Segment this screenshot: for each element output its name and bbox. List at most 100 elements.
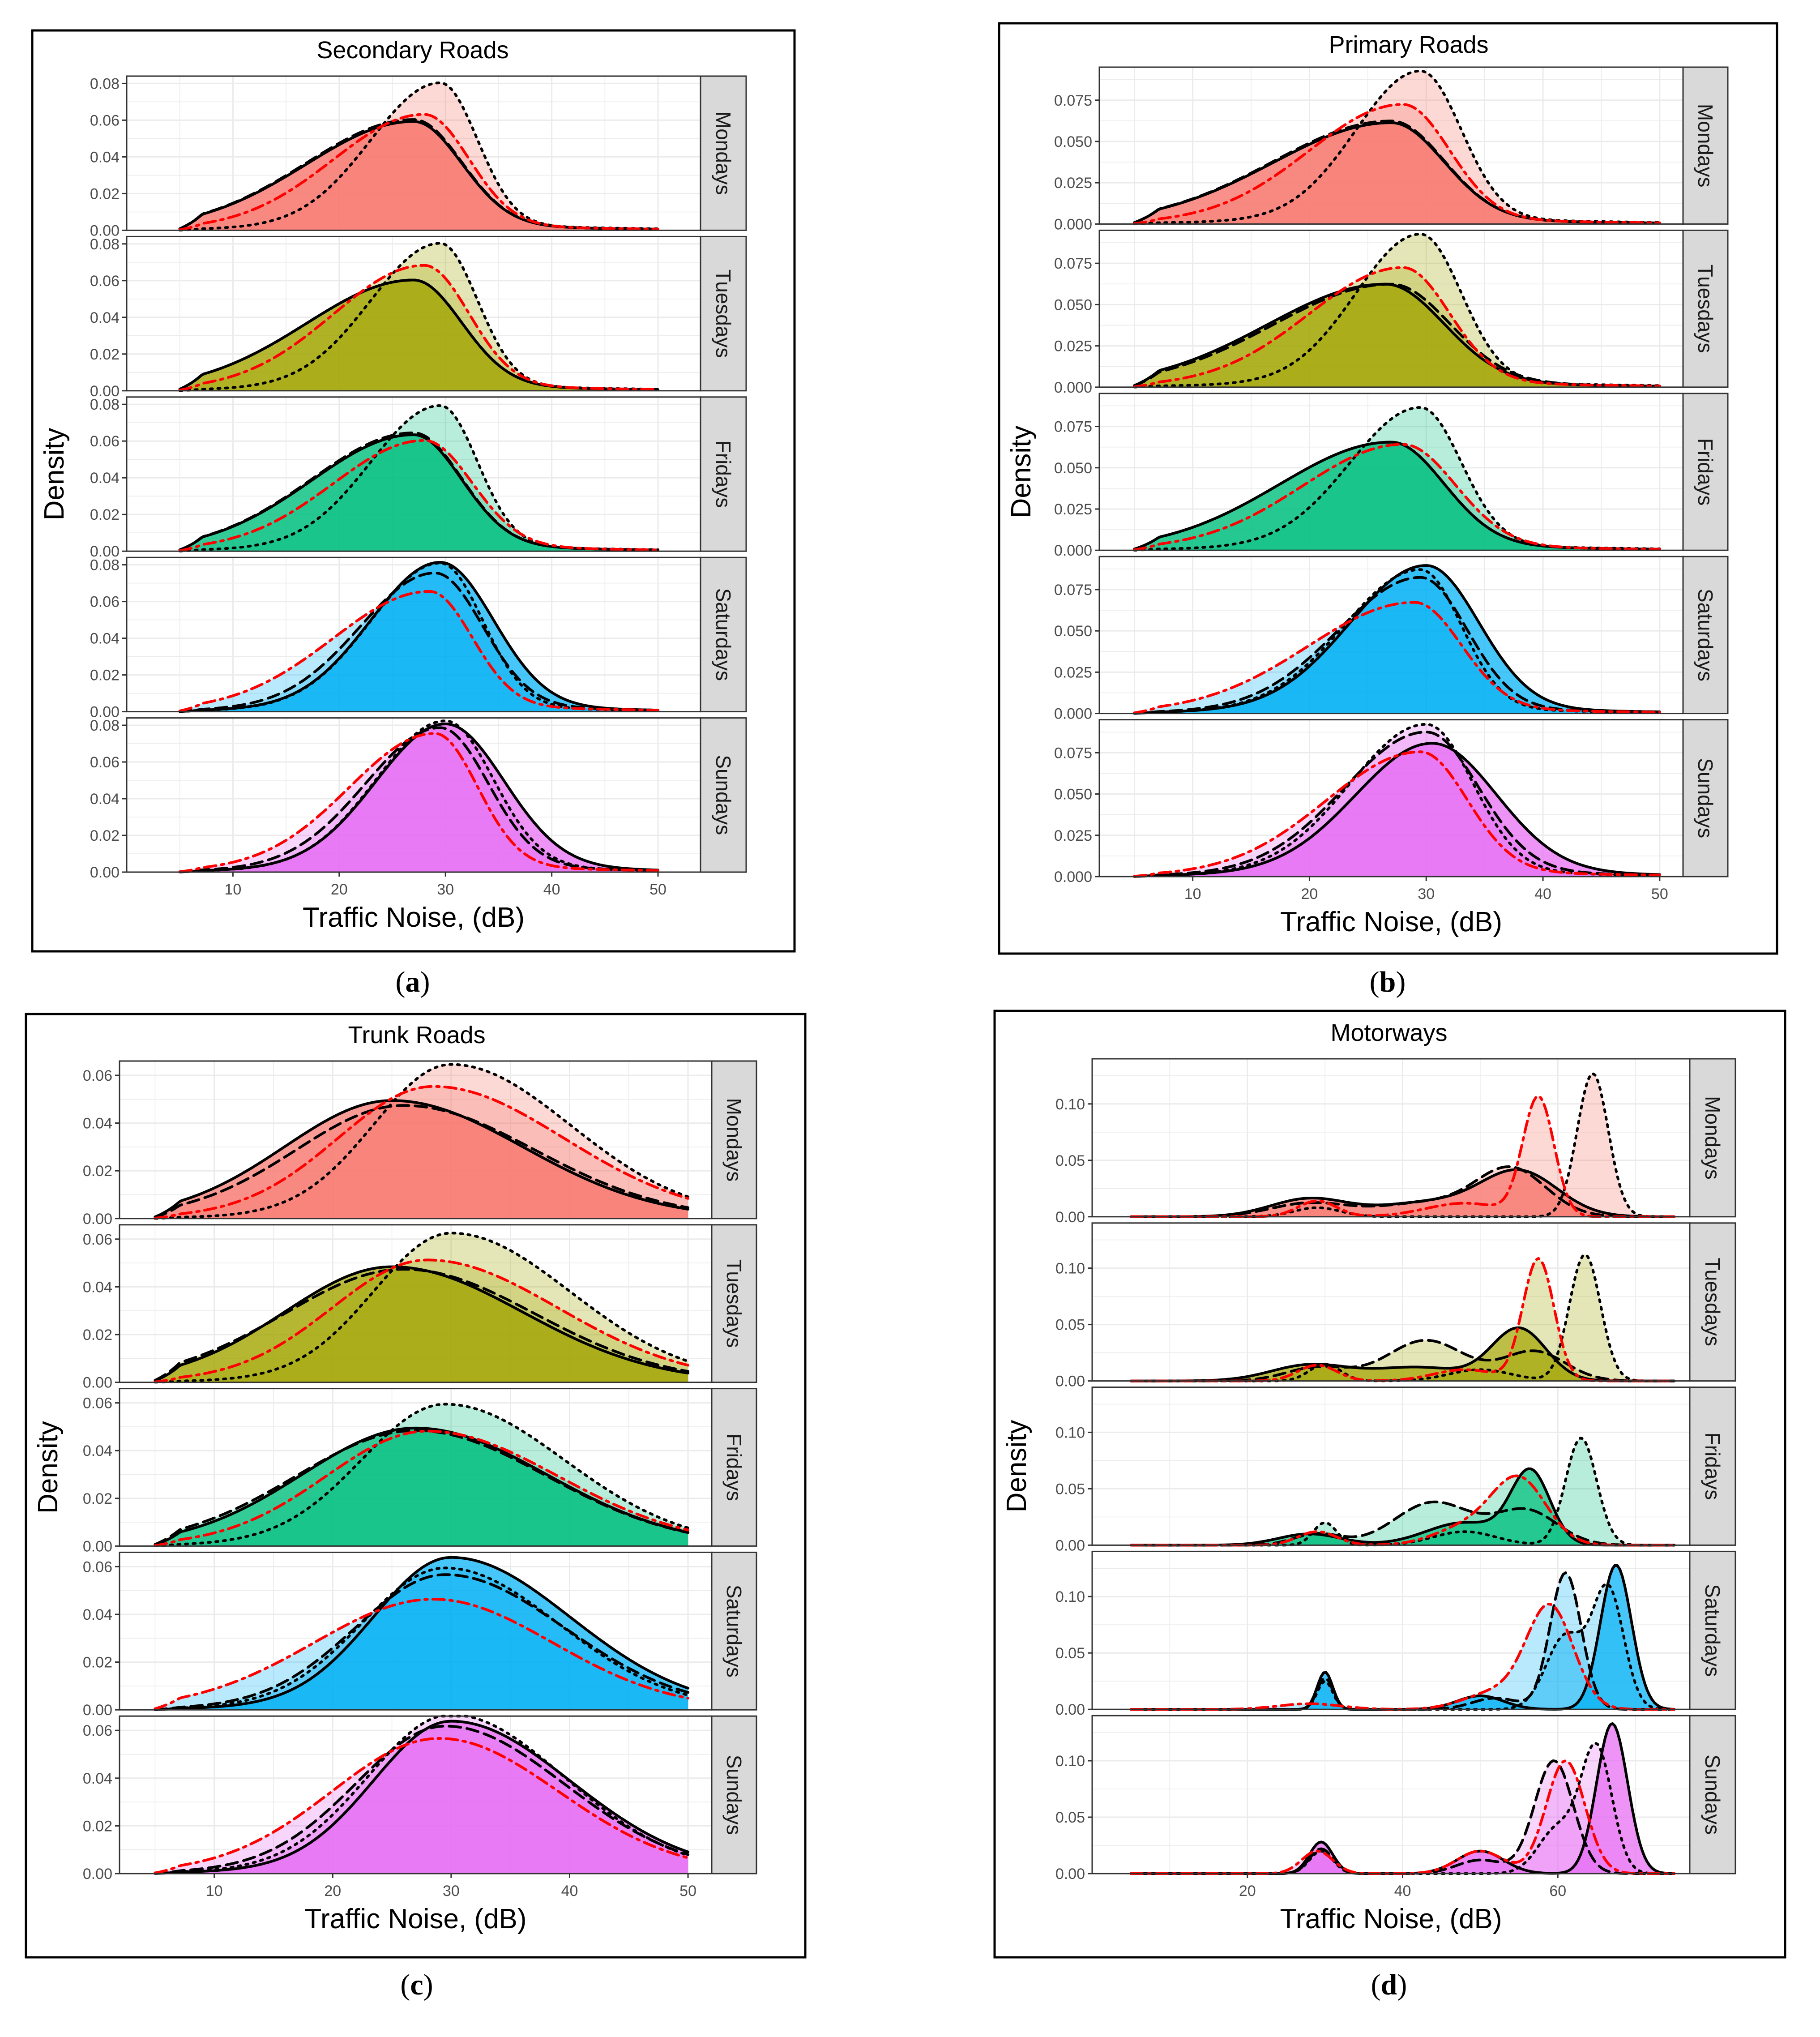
y-tick-label: 0.05 xyxy=(1055,1317,1085,1334)
y-tick-label: 0.06 xyxy=(90,273,120,290)
density-line-dotted xyxy=(1133,723,1661,878)
facet-strip-label: Mondays xyxy=(1701,1096,1724,1180)
caption-paren: ( xyxy=(1371,1969,1381,2001)
y-tick-label: 0.000 xyxy=(1054,542,1092,559)
facet-strip-label: Tuesdays xyxy=(1694,265,1717,353)
caption-paren: ( xyxy=(1370,966,1380,998)
facet-background xyxy=(1092,1223,1690,1381)
facet-background xyxy=(1092,1059,1690,1217)
density-fill-solid xyxy=(1134,743,1660,877)
facet-strip xyxy=(711,1224,757,1383)
facet-strip-label: Mondays xyxy=(722,1098,746,1182)
facet-tuesdays: 0.000 0.025 0.050 0.075 Tuesdays xyxy=(1054,229,1729,396)
y-tick-label: 0.06 xyxy=(90,754,120,771)
density-fill-dotted xyxy=(1134,407,1660,551)
density-line-dotted xyxy=(1133,406,1661,552)
facet-strip xyxy=(700,717,747,873)
y-tick-label: 0.02 xyxy=(90,827,120,844)
density-line-dashdot xyxy=(1133,750,1661,878)
density-line-dashdot xyxy=(178,732,659,873)
y-axis-title: Density xyxy=(1006,426,1037,518)
density-line-dotted xyxy=(178,719,659,873)
chart-panel-a: Secondary Roads 0.00 0.02 0.04 0.06 0.08 Monda… xyxy=(31,29,796,953)
density-fill-dashdot xyxy=(155,1738,688,1874)
x-tick-label: 40 xyxy=(561,1883,578,1900)
y-tick-label: 0.00 xyxy=(90,864,120,881)
density-line-dotted xyxy=(154,1403,690,1547)
facet-strip xyxy=(711,1060,757,1220)
y-tick-label: 0.06 xyxy=(90,594,120,611)
caption-paren: ( xyxy=(396,966,406,998)
density-fill-dashed xyxy=(179,573,658,712)
density-fill-dotted xyxy=(1131,1584,1675,1710)
density-fill-dashed xyxy=(1134,284,1660,387)
y-tick-label: 0.00 xyxy=(1055,1866,1085,1883)
caption-paren: ) xyxy=(1397,1969,1407,2001)
y-tick-label: 0.000 xyxy=(1054,706,1092,723)
density-fill-solid xyxy=(1134,565,1660,714)
y-tick-label: 0.06 xyxy=(83,1231,112,1248)
x-tick-label: 20 xyxy=(1239,1883,1256,1900)
facet-strip xyxy=(1689,1222,1736,1382)
y-tick-label: 0.00 xyxy=(1055,1209,1085,1226)
chart-title: Secondary Roads xyxy=(316,37,508,64)
facet-sundays: 0.00 0.02 0.04 0.06 0.08 Sundays xyxy=(90,717,747,881)
y-tick-label: 0.02 xyxy=(90,506,120,523)
y-tick-label: 0.10 xyxy=(1055,1753,1085,1770)
density-fill-dotted xyxy=(155,1064,688,1219)
y-tick-label: 0.000 xyxy=(1054,216,1092,233)
facet-strip-label: Saturdays xyxy=(1694,589,1717,681)
facet-background xyxy=(1092,1387,1690,1545)
density-line-dashdot xyxy=(154,1737,690,1874)
y-tick-label: 0.08 xyxy=(90,717,120,734)
y-tick-label: 0.06 xyxy=(83,1067,112,1084)
panel-caption: (a) xyxy=(396,966,430,998)
density-fill-dashdot xyxy=(155,1599,688,1710)
density-line-solid xyxy=(154,1556,690,1711)
facet-strip-label: Mondays xyxy=(712,111,735,195)
panel-caption: (d) xyxy=(1371,1969,1407,2001)
y-tick-label: 0.02 xyxy=(83,1818,112,1835)
x-tick-label: 40 xyxy=(1534,886,1551,903)
y-tick-label: 0.000 xyxy=(1054,379,1092,396)
density-fill-dashed xyxy=(179,432,658,552)
y-tick-label: 0.02 xyxy=(90,667,120,684)
x-tick-label: 20 xyxy=(324,1883,341,1900)
density-line-dotted xyxy=(154,1715,690,1875)
density-fill-dashed xyxy=(1131,1340,1675,1381)
facet-strip-label: Sundays xyxy=(712,755,735,835)
y-tick-label: 0.075 xyxy=(1054,419,1092,436)
density-fill-dashdot xyxy=(179,733,658,872)
x-tick-label: 30 xyxy=(437,881,454,898)
caption-letter: c xyxy=(410,1969,423,2001)
chart-panel-c: Trunk Roads0.000.020.040.06Mondays0.000.… xyxy=(25,1013,807,1959)
y-tick-label: 0.06 xyxy=(83,1395,112,1412)
facet-sundays: 0.00 0.02 0.04 0.06 Sundays xyxy=(83,1715,757,1883)
facet-strip-label: Tuesdays xyxy=(1701,1258,1724,1346)
y-axis-title: Density xyxy=(39,428,70,521)
density-line-dashdot xyxy=(1133,443,1661,551)
density-fill-dashdot xyxy=(179,265,658,391)
y-tick-label: 0.05 xyxy=(1055,1809,1085,1826)
facet-strip xyxy=(1682,66,1729,225)
facet-sundays: 0.00 0.05 0.10 Sundays xyxy=(1055,1715,1736,1883)
y-tick-label: 0.04 xyxy=(83,1442,112,1459)
density-fill-solid xyxy=(155,1100,688,1219)
caption-letter: d xyxy=(1381,1969,1397,2001)
y-tick-label: 0.075 xyxy=(1054,255,1092,272)
y-tick-label: 0.02 xyxy=(83,1654,112,1671)
facet-mondays: 0.00 0.05 0.10 Mondays xyxy=(1055,1058,1736,1226)
facet-strip-label: Saturdays xyxy=(722,1585,746,1678)
x-axis-title: Traffic Noise, (dB) xyxy=(303,902,525,933)
density-fill-dotted xyxy=(155,1404,688,1546)
density-fill-solid xyxy=(179,562,658,712)
facet-strip-label: Fridays xyxy=(1701,1433,1724,1500)
y-tick-label: 0.050 xyxy=(1054,133,1092,150)
facet-strip xyxy=(1689,1387,1736,1546)
panel-caption: (c) xyxy=(400,1969,433,2001)
y-tick-label: 0.00 xyxy=(83,1211,112,1228)
y-tick-label: 0.04 xyxy=(83,1279,112,1296)
y-tick-label: 0.00 xyxy=(83,1702,112,1719)
density-fill-dashdot xyxy=(1134,267,1660,387)
